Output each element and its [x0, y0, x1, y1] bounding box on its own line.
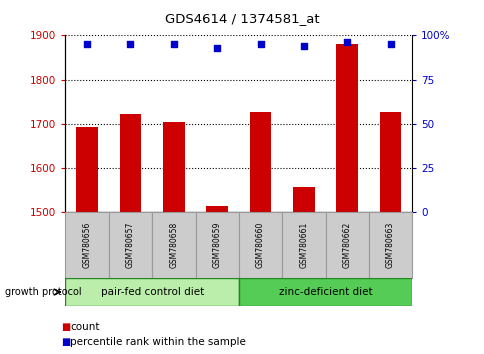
- Text: GSM780657: GSM780657: [126, 222, 135, 268]
- Bar: [163, 122, 184, 212]
- Text: growth protocol: growth protocol: [5, 287, 81, 297]
- Text: GSM780659: GSM780659: [212, 222, 221, 268]
- Text: percentile rank within the sample: percentile rank within the sample: [70, 337, 246, 347]
- Point: [213, 45, 221, 51]
- Bar: [325, 212, 368, 278]
- Bar: [238, 212, 282, 278]
- Text: GSM780663: GSM780663: [385, 222, 394, 268]
- Bar: [120, 114, 141, 212]
- Point: [343, 40, 350, 45]
- Bar: [65, 278, 238, 306]
- Text: pair-fed control diet: pair-fed control diet: [100, 287, 203, 297]
- Bar: [249, 112, 271, 212]
- Bar: [238, 278, 411, 306]
- Text: GSM780662: GSM780662: [342, 222, 351, 268]
- Bar: [336, 44, 357, 212]
- Text: ■: ■: [61, 337, 71, 347]
- Point: [300, 43, 307, 49]
- Text: GDS4614 / 1374581_at: GDS4614 / 1374581_at: [165, 12, 319, 25]
- Text: GSM780658: GSM780658: [169, 222, 178, 268]
- Bar: [65, 212, 108, 278]
- Text: count: count: [70, 322, 100, 332]
- Bar: [292, 187, 314, 212]
- Point: [169, 41, 177, 47]
- Point: [386, 41, 393, 47]
- Point: [256, 41, 264, 47]
- Bar: [282, 212, 325, 278]
- Point: [83, 41, 91, 47]
- Text: zinc-deficient diet: zinc-deficient diet: [278, 287, 372, 297]
- Bar: [206, 206, 227, 212]
- Text: ■: ■: [61, 322, 71, 332]
- Bar: [76, 127, 98, 212]
- Bar: [195, 212, 239, 278]
- Text: GSM780661: GSM780661: [299, 222, 308, 268]
- Bar: [108, 212, 152, 278]
- Text: GSM780660: GSM780660: [256, 222, 264, 268]
- Point: [126, 41, 134, 47]
- Bar: [152, 212, 195, 278]
- Bar: [368, 212, 411, 278]
- Text: GSM780656: GSM780656: [82, 222, 91, 268]
- Bar: [379, 112, 401, 212]
